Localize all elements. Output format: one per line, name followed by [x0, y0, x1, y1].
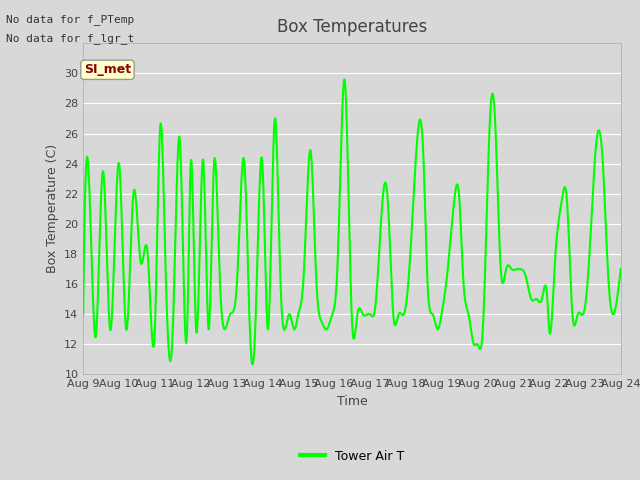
X-axis label: Time: Time: [337, 395, 367, 408]
Text: No data for f_lgr_t: No data for f_lgr_t: [6, 33, 134, 44]
Text: No data for f_PTemp: No data for f_PTemp: [6, 13, 134, 24]
Legend: Tower Air T: Tower Air T: [295, 444, 409, 468]
Text: SI_met: SI_met: [84, 63, 131, 76]
Y-axis label: Box Temperature (C): Box Temperature (C): [45, 144, 58, 274]
Title: Box Temperatures: Box Temperatures: [277, 18, 427, 36]
